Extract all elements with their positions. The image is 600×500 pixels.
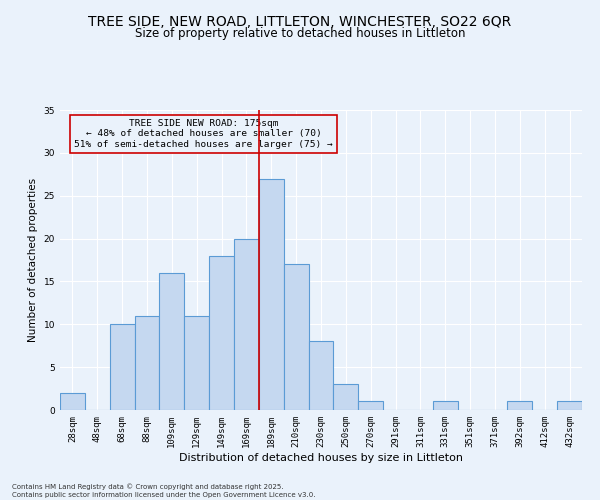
Bar — [308, 342, 334, 410]
Bar — [557, 402, 582, 410]
Bar — [234, 238, 259, 410]
Text: Contains HM Land Registry data © Crown copyright and database right 2025.
Contai: Contains HM Land Registry data © Crown c… — [12, 484, 316, 498]
Bar — [259, 178, 284, 410]
Bar — [433, 402, 458, 410]
Y-axis label: Number of detached properties: Number of detached properties — [28, 178, 38, 342]
Bar — [334, 384, 358, 410]
Text: TREE SIDE, NEW ROAD, LITTLETON, WINCHESTER, SO22 6QR: TREE SIDE, NEW ROAD, LITTLETON, WINCHEST… — [88, 15, 512, 29]
Bar — [184, 316, 209, 410]
Bar — [134, 316, 160, 410]
Bar — [358, 402, 383, 410]
Text: TREE SIDE NEW ROAD: 175sqm
← 48% of detached houses are smaller (70)
51% of semi: TREE SIDE NEW ROAD: 175sqm ← 48% of deta… — [74, 119, 333, 149]
Bar — [160, 273, 184, 410]
Bar — [508, 402, 532, 410]
Bar — [209, 256, 234, 410]
X-axis label: Distribution of detached houses by size in Littleton: Distribution of detached houses by size … — [179, 452, 463, 462]
Bar — [60, 393, 85, 410]
Bar — [284, 264, 308, 410]
Bar — [110, 324, 134, 410]
Text: Size of property relative to detached houses in Littleton: Size of property relative to detached ho… — [135, 28, 465, 40]
